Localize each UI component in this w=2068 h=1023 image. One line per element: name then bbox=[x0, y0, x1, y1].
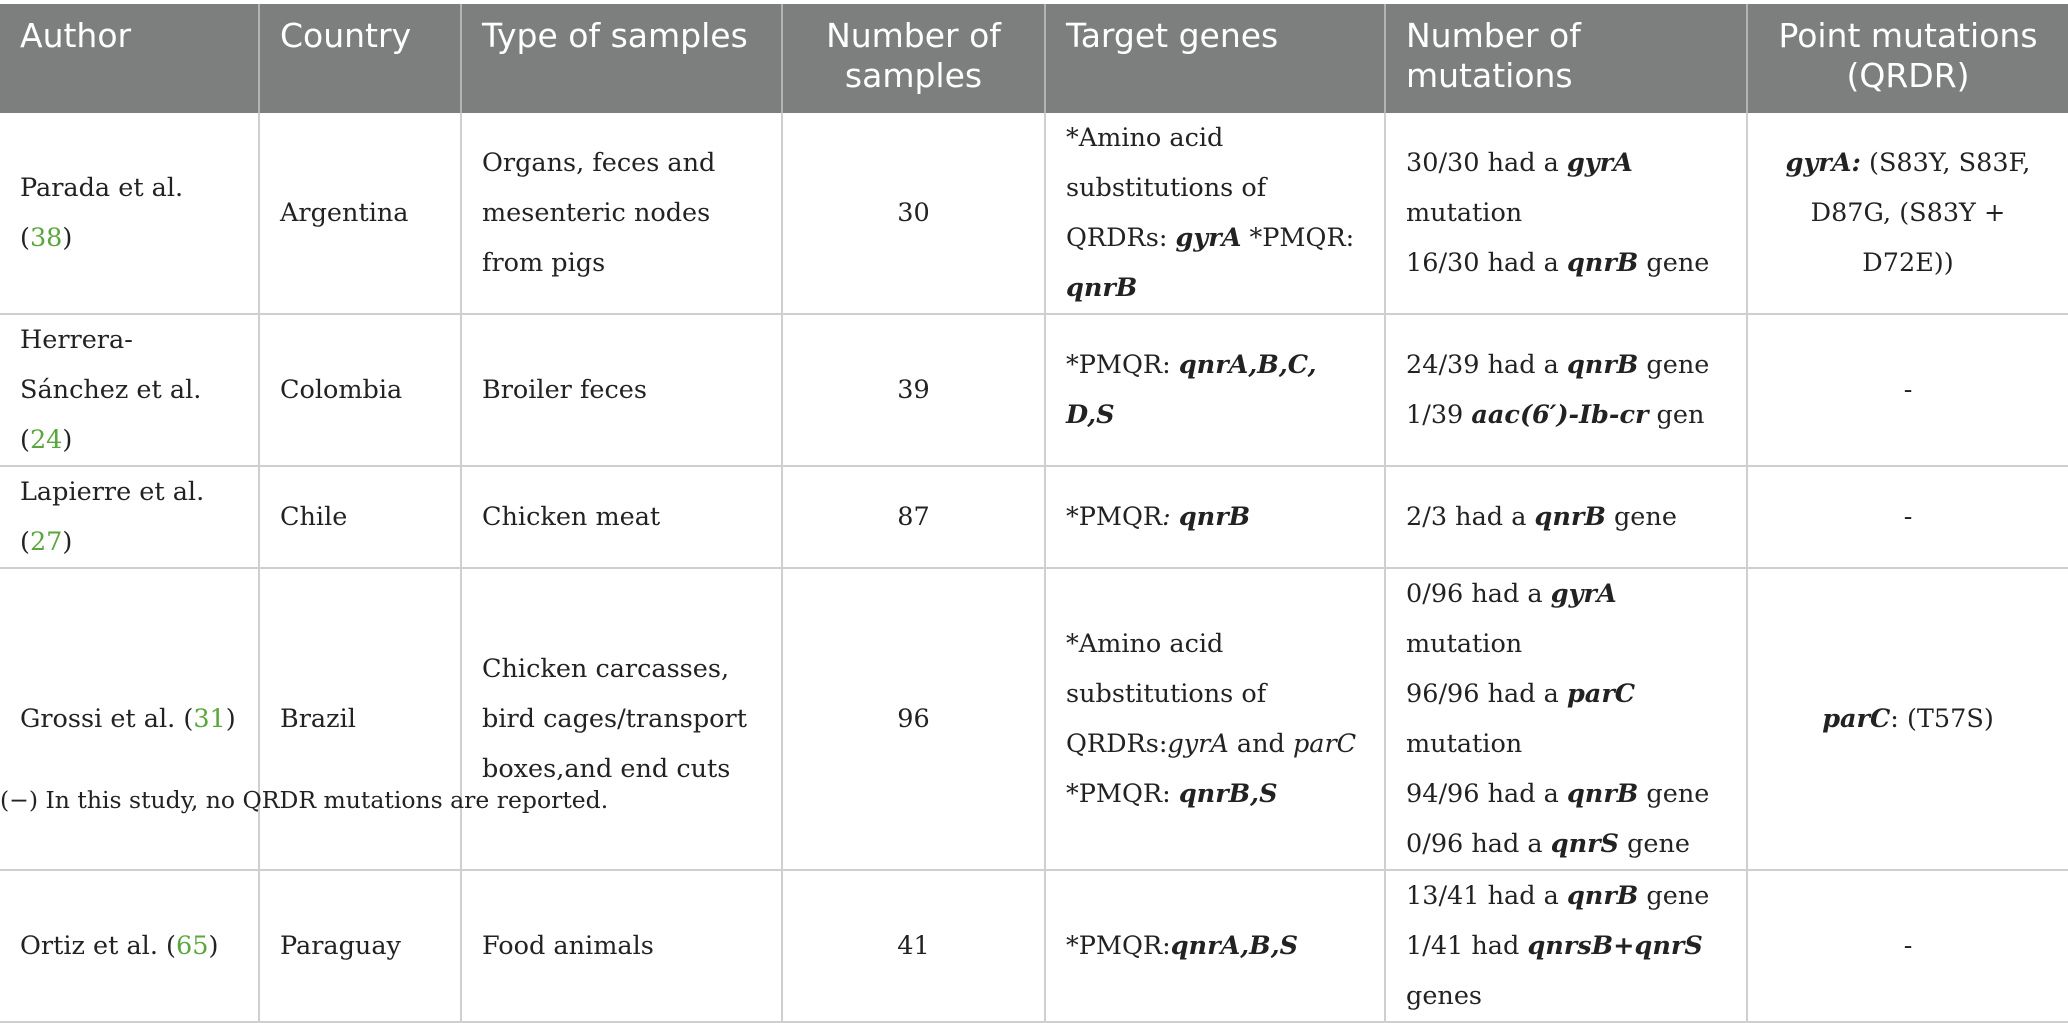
mutation-line: 24/39 had a qnrB gene bbox=[1406, 350, 1710, 380]
sample-type-cell: Broiler feces bbox=[461, 314, 783, 467]
point-mutations-cell: - bbox=[1747, 870, 2068, 1023]
sample-type-cell: Organs, feces and mesenteric nodes from … bbox=[461, 113, 783, 315]
table-header-row: Author Country Type of samples Number of… bbox=[0, 4, 2068, 113]
country-cell: Paraguay bbox=[259, 870, 462, 1023]
country-cell: Argentina bbox=[259, 113, 462, 315]
author-cell: Parada et al. (38) bbox=[0, 113, 260, 315]
country-cell: Chile bbox=[259, 466, 462, 569]
mutations-cell: 30/30 had a gyrA mutation 16/30 had a qn… bbox=[1385, 113, 1748, 315]
target-genes-cell: *PMQR: qnrA,B,C, D,S bbox=[1045, 314, 1386, 467]
mutations-cell: 2/3 had a qnrB gene bbox=[1385, 466, 1748, 569]
reference-link[interactable]: 27 bbox=[29, 527, 63, 557]
mutation-line: 0/96 had a gyrA mutation bbox=[1406, 579, 1617, 659]
sample-count-cell: 87 bbox=[782, 466, 1046, 569]
reference-link[interactable]: 65 bbox=[176, 931, 209, 961]
reference-link[interactable]: 24 bbox=[29, 425, 63, 455]
sample-type-cell: Food animals bbox=[461, 870, 783, 1023]
header-author: Author bbox=[0, 4, 260, 113]
point-mutations-cell: parC: (T57S) bbox=[1747, 568, 2068, 871]
sample-count-cell: 39 bbox=[782, 314, 1046, 467]
point-mutations-cell: - bbox=[1747, 466, 2068, 569]
sample-type-cell: Chicken carcasses, bird cages/transport … bbox=[461, 568, 783, 871]
target-genes-cell: *Amino acid substitutions of QRDRs: gyrA… bbox=[1045, 113, 1386, 315]
mutation-line: 1/39 aac(6′)-Ib-cr gen bbox=[1406, 400, 1705, 430]
reference-link[interactable]: 38 bbox=[29, 223, 63, 253]
data-table-container: Author Country Type of samples Number of… bbox=[0, 4, 2068, 1023]
mutation-line: 94/96 had a qnrB gene 0/96 had a qnrS ge… bbox=[1406, 779, 1710, 859]
mutation-line: 96/96 had a parC mutation bbox=[1406, 679, 1636, 759]
author-cell: Grossi et al. (31) bbox=[0, 568, 260, 871]
mutations-cell: 0/96 had a gyrA mutation 96/96 had a par… bbox=[1385, 568, 1748, 871]
mutations-cell: 24/39 had a qnrB gene 1/39 aac(6′)-Ib-cr… bbox=[1385, 314, 1748, 467]
mutation-line: 16/30 had a qnrB gene bbox=[1406, 248, 1710, 278]
sample-count-cell: 30 bbox=[782, 113, 1046, 315]
sample-count-cell: 41 bbox=[782, 870, 1046, 1023]
mutation-line: 2/3 had a qnrB gene bbox=[1406, 502, 1677, 532]
reference-link[interactable]: 31 bbox=[193, 704, 226, 734]
header-number-of-samples: Number of samples bbox=[782, 4, 1046, 113]
mutation-line: 30/30 had a gyrA mutation bbox=[1406, 148, 1633, 228]
target-genes-cell: *PMQR: qnrB bbox=[1045, 466, 1386, 569]
mutations-table: Author Country Type of samples Number of… bbox=[0, 4, 2068, 1023]
country-cell: Colombia bbox=[259, 314, 462, 467]
target-genes-cell: *Amino acid substitutions of QRDRs:gyrA … bbox=[1045, 568, 1386, 871]
header-number-of-mutations: Number of mutations bbox=[1385, 4, 1748, 113]
table-row: Grossi et al. (31) Brazil Chicken carcas… bbox=[0, 568, 2068, 871]
author-cell: Lapierre et al. (27) bbox=[0, 466, 260, 569]
table-row: Herrera-Sánchez et al. (24) Colombia Bro… bbox=[0, 314, 2068, 467]
table-row: Lapierre et al. (27) Chile Chicken meat … bbox=[0, 466, 2068, 569]
sample-count-cell: 96 bbox=[782, 568, 1046, 871]
mutations-cell: 13/41 had a qnrB gene 1/41 had qnrsB+qnr… bbox=[1385, 870, 1748, 1023]
header-target-genes: Target genes bbox=[1045, 4, 1386, 113]
sample-type-cell: Chicken meat bbox=[461, 466, 783, 569]
country-cell: Brazil bbox=[259, 568, 462, 871]
point-mutations-cell: - bbox=[1747, 314, 2068, 467]
author-cell: Herrera-Sánchez et al. (24) bbox=[0, 314, 260, 467]
point-mutations-cell: gyrA: (S83Y, S83F, D87G, (S83Y + D72E)) bbox=[1747, 113, 2068, 315]
header-country: Country bbox=[259, 4, 462, 113]
header-type-of-samples: Type of samples bbox=[461, 4, 783, 113]
table-footnote: (−) In this study, no QRDR mutations are… bbox=[0, 786, 609, 814]
table-row: Parada et al. (38) Argentina Organs, fec… bbox=[0, 113, 2068, 315]
header-point-mutations: Point mutations (QRDR) bbox=[1747, 4, 2068, 113]
author-cell: Ortiz et al. (65) bbox=[0, 870, 260, 1023]
target-genes-cell: *PMQR:qnrA,B,S bbox=[1045, 870, 1386, 1023]
table-row: Ortiz et al. (65) Paraguay Food animals … bbox=[0, 870, 2068, 1023]
